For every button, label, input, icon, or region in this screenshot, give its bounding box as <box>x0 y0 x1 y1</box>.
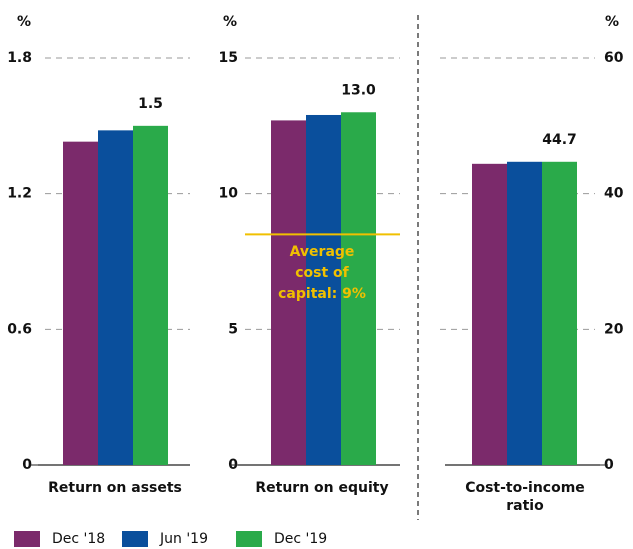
legend-label: Jun '19 <box>160 531 208 547</box>
bar <box>133 125 168 465</box>
legend-item: Jun '19 <box>122 531 208 547</box>
x-axis-label: Return on assets <box>48 480 182 496</box>
x-axis-label: Return on equity <box>255 480 389 496</box>
bar <box>341 112 376 466</box>
bar <box>542 161 577 465</box>
y-unit: % <box>605 14 619 30</box>
y-tick-label: 1.2 <box>7 186 32 202</box>
y-tick-label: 60 <box>604 50 624 66</box>
bar <box>507 161 542 465</box>
value-label: 13.0 <box>341 82 376 98</box>
bar <box>63 141 98 465</box>
legend-swatch <box>236 531 262 547</box>
y-unit: % <box>223 14 237 30</box>
bar <box>271 120 306 465</box>
y-tick-label: 20 <box>604 321 624 337</box>
bar <box>306 114 341 465</box>
legend-item: Dec '18 <box>14 531 105 547</box>
y-tick-label: 40 <box>604 186 624 202</box>
y-unit: % <box>17 14 31 30</box>
legend-item: Dec '19 <box>236 531 327 547</box>
value-label: 44.7 <box>542 132 577 148</box>
value-label: 1.5 <box>138 96 163 112</box>
y-tick-label: 15 <box>219 50 238 66</box>
x-axis-label: Cost-to-income ratio <box>465 480 585 514</box>
legend-swatch <box>14 531 40 547</box>
annotation: Average cost of capital: 9% <box>278 244 366 303</box>
y-tick-label: 0 <box>604 457 614 473</box>
y-tick-label: 1.8 <box>7 50 32 66</box>
legend-swatch <box>122 531 148 547</box>
bar <box>98 130 133 465</box>
bar <box>472 163 507 465</box>
y-tick-label: 0.6 <box>7 321 32 337</box>
legend-label: Dec '19 <box>274 531 328 547</box>
y-tick-label: 5 <box>228 321 238 337</box>
y-tick-label: 10 <box>219 186 239 202</box>
y-tick-label: 0 <box>22 457 32 473</box>
legend-label: Dec '18 <box>52 531 106 547</box>
